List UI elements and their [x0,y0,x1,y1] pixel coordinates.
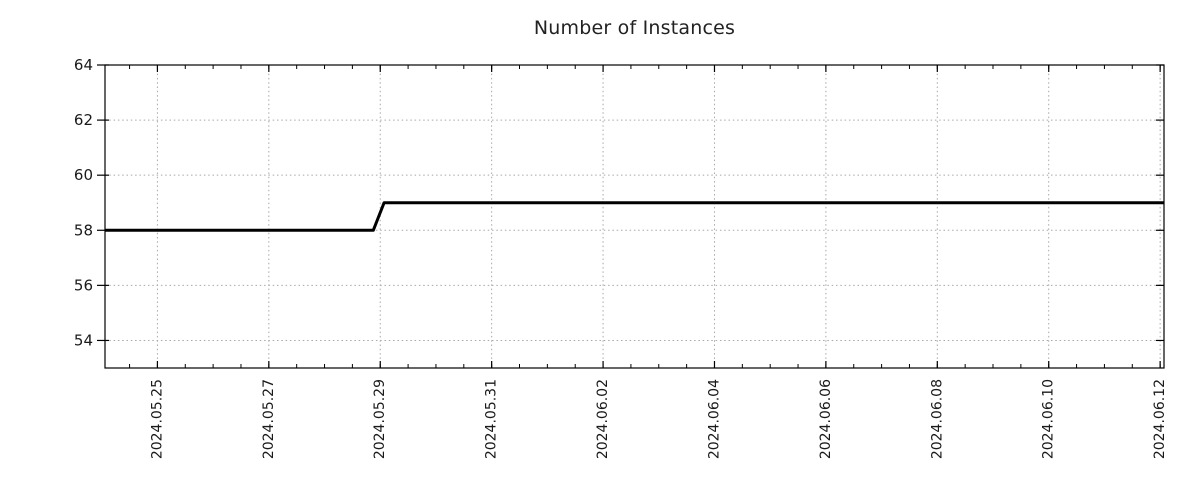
y-tick-label: 60 [74,166,93,184]
x-tick-label: 2024.05.31 [484,379,500,459]
x-tick-label: 2024.06.06 [818,379,834,459]
y-tick-label: 54 [74,331,93,349]
data-line-instances [105,201,1164,232]
x-tick-label: 2024.05.27 [261,379,277,459]
plot-frame [104,64,1165,369]
x-tick-label: 2024.06.10 [1041,379,1057,459]
x-tick-label: 2024.06.08 [929,379,945,459]
chart-title: Number of Instances [533,17,736,39]
x-tick-label: 2024.05.29 [372,379,388,459]
x-tick-label: 2024.06.12 [1152,379,1168,459]
y-tick-label: 62 [74,111,93,129]
y-tick-label: 58 [74,221,93,239]
x-tick-label: 2024.05.25 [149,379,165,459]
x-tick-label: 2024.06.02 [595,379,611,459]
x-tick-label: 2024.06.04 [706,379,722,459]
y-tick-label: 56 [74,276,93,294]
y-tick-label: 64 [74,56,93,74]
